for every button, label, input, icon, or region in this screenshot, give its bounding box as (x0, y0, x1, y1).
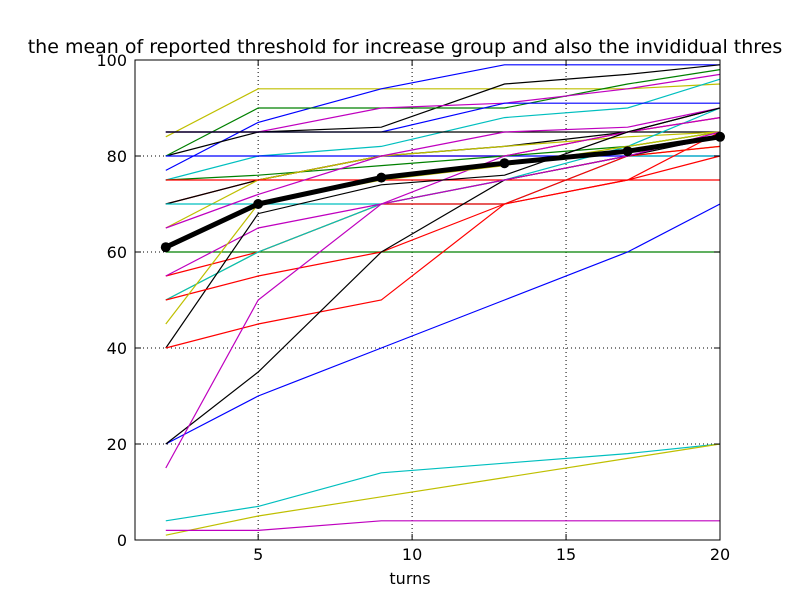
plot-area (135, 60, 720, 540)
series-line-16 (165, 107, 721, 229)
series-line-31 (165, 520, 720, 532)
y-tick-label: 20 (107, 435, 127, 454)
x-tick-label: 10 (402, 545, 422, 564)
mean-marker (253, 199, 264, 209)
series-line-4 (165, 69, 721, 157)
x-tick-label: 15 (556, 545, 576, 564)
y-tick-label: 40 (107, 339, 127, 358)
plot-frame (134, 59, 721, 541)
series-line-2 (165, 64, 720, 171)
y-tick-label: 100 (96, 51, 127, 70)
y-tick-label: 0 (117, 531, 127, 550)
series-line-18 (165, 131, 721, 277)
x-tick-label: 20 (710, 545, 730, 564)
series-line-22 (165, 107, 721, 349)
series-line-30 (165, 443, 721, 536)
y-tick-label: 80 (107, 147, 127, 166)
series-line-1 (165, 83, 721, 138)
mean-line (164, 134, 721, 250)
mean-marker (499, 158, 510, 169)
series-line-13 (165, 131, 721, 229)
series-line-27 (165, 136, 721, 445)
series-line-23 (165, 145, 721, 301)
x-tick-label: 5 (253, 545, 263, 564)
series-line-29 (165, 443, 721, 522)
mean-marker (160, 242, 171, 253)
chart-title: the mean of reported threshold for incre… (28, 36, 783, 58)
mean-marker (622, 146, 633, 157)
series-line-26 (165, 203, 721, 445)
ticks: 5 10 15 20 0 20 40 60 80 100 (96, 51, 730, 564)
mean-series (160, 131, 725, 253)
series-line-28 (165, 131, 721, 469)
y-tick-label: 60 (107, 243, 127, 262)
mean-marker (376, 172, 387, 183)
x-axis-label: turns (389, 569, 430, 588)
series-lines (165, 64, 721, 536)
